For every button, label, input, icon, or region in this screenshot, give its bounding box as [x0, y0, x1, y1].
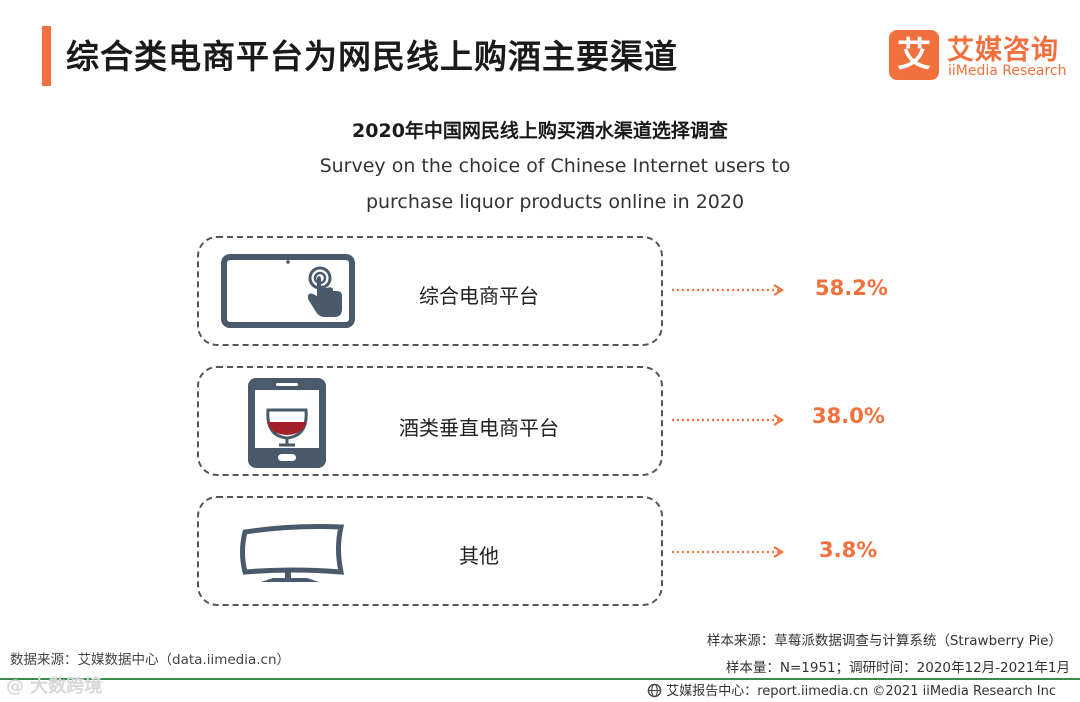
report-center-text: 艾媒报告中心：report.iimedia.cn ©2021 iiMedia R… — [666, 684, 1056, 699]
channel-label-ecommerce: 综合电商平台 — [419, 284, 539, 308]
value-label-ecommerce: 58.2% — [815, 276, 888, 300]
dotted-arrow-other — [672, 546, 785, 558]
tablet-touch-icon — [221, 254, 355, 328]
brand-mark-icon: 艾 — [889, 30, 939, 80]
channel-label-liquor-vertical: 酒类垂直电商平台 — [399, 416, 559, 440]
chart-subtitle-line-2: purchase liquor products online in 2020 — [365, 191, 745, 213]
phone-wine-glass-icon — [248, 378, 326, 468]
chart-title: 2020年中国网民线上购买酒水渠道选择调查 — [352, 120, 728, 142]
brand-name-en: iiMedia Research — [948, 63, 1067, 79]
watermark: @ 大数跨境 — [6, 676, 103, 697]
curved-monitor-icon — [240, 524, 345, 582]
report-center-note: 艾媒报告中心：report.iimedia.cn ©2021 iiMedia R… — [647, 680, 1056, 699]
globe-icon — [647, 683, 662, 698]
page-title: 综合类电商平台为网民线上购酒主要渠道 — [66, 37, 678, 76]
title-accent-bar — [42, 26, 51, 86]
brand-logo: 艾 艾媒咨询 iiMedia Research — [889, 28, 1069, 84]
channel-label-other: 其他 — [459, 544, 499, 568]
data-source-note: 数据来源：艾媒数据中心（data.iimedia.cn） — [10, 652, 291, 668]
dotted-arrow-ecommerce — [672, 284, 785, 296]
dotted-arrow-liquor-vertical — [672, 414, 785, 426]
channel-row-ecommerce: 综合电商平台 — [197, 236, 663, 346]
brand-name-cn: 艾媒咨询 — [947, 35, 1059, 66]
channel-row-other: 其他 — [197, 496, 663, 606]
sample-source-note: 样本来源：草莓派数据调查与计算系统（Strawberry Pie） — [706, 633, 1062, 649]
value-label-liquor-vertical: 38.0% — [812, 404, 885, 428]
sample-info-note: 样本量：N=1951；调研时间：2020年12月-2021年1月 — [725, 660, 1070, 676]
chart-subtitle-line-1: Survey on the choice of Chinese Internet… — [319, 155, 791, 177]
channel-row-liquor-vertical: 酒类垂直电商平台 — [197, 366, 663, 476]
value-label-other: 3.8% — [819, 538, 878, 562]
footer-divider — [0, 678, 1080, 680]
